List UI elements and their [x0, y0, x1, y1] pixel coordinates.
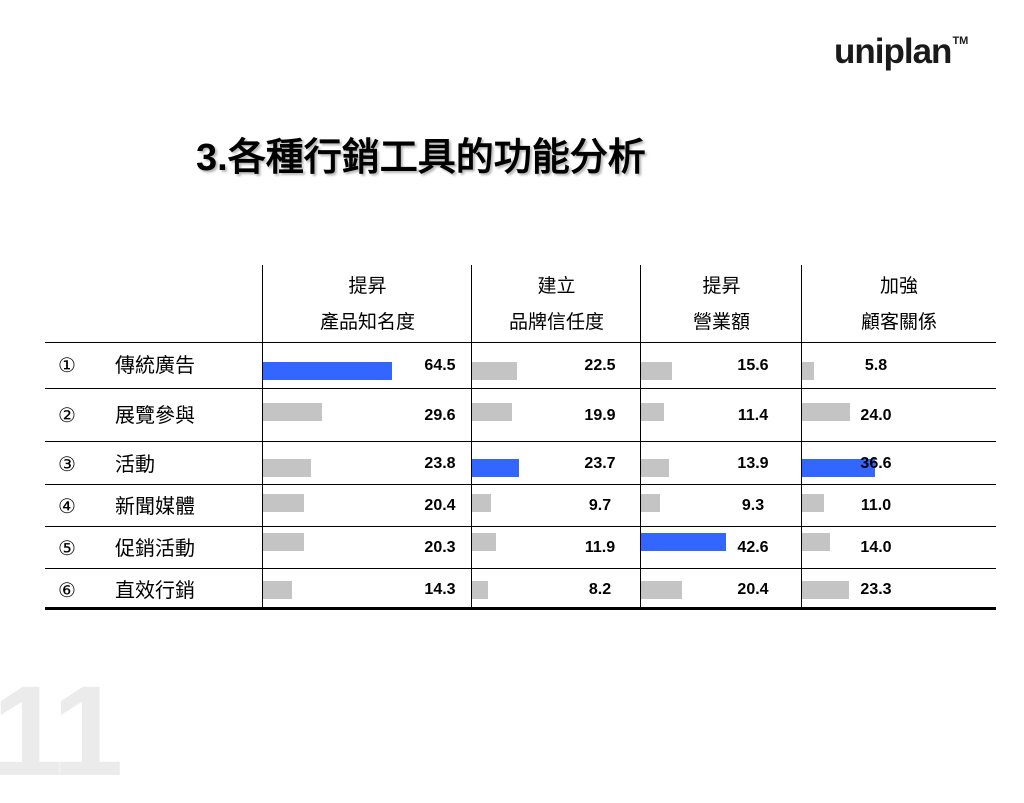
data-label: 42.6 — [737, 539, 769, 556]
page-number-watermark: 11 — [0, 660, 123, 803]
data-label: 13.9 — [737, 455, 769, 472]
data-bar — [472, 403, 512, 421]
data-label: 5.8 — [864, 357, 888, 374]
row-label: 活動 — [115, 452, 155, 476]
data-bar — [641, 362, 672, 380]
data-label: 9.3 — [741, 497, 765, 514]
data-bar — [802, 362, 814, 380]
column-header-line1: 提昇 — [348, 275, 387, 297]
data-bar — [472, 362, 517, 380]
data-label: 23.7 — [584, 455, 616, 472]
column-divider — [801, 265, 802, 608]
data-label: 19.9 — [584, 407, 616, 424]
column-header-line1: 提昇 — [702, 275, 741, 297]
row-label: 直效行銷 — [115, 578, 195, 602]
table-bottom-border — [45, 607, 996, 610]
data-label: 11.4 — [737, 407, 769, 424]
data-label: 15.6 — [737, 357, 769, 374]
row-label: 促銷活動 — [115, 536, 195, 560]
data-label: 9.7 — [588, 497, 612, 514]
column-header: 提昇 營業額 — [641, 268, 802, 340]
column-header: 提昇 產品知名度 — [263, 268, 472, 340]
data-label: 11.9 — [584, 539, 616, 556]
column-header: 建立 品牌信任度 — [472, 268, 641, 340]
title-text: 各種行銷工具的功能分析 — [227, 135, 646, 179]
column-divider — [262, 265, 263, 608]
row-number: ④ — [58, 494, 76, 518]
data-bar — [802, 533, 830, 551]
row-number: ① — [58, 353, 76, 377]
row-number: ⑥ — [58, 578, 76, 602]
data-label: 29.6 — [424, 407, 456, 424]
data-label: 20.4 — [737, 581, 769, 598]
row-number: ⑤ — [58, 536, 76, 560]
data-bar — [472, 533, 496, 551]
data-bar — [641, 403, 664, 421]
data-bar — [263, 362, 392, 380]
row-number: ③ — [58, 452, 76, 476]
row-divider — [45, 342, 996, 343]
row-label: 展覽參與 — [115, 403, 195, 427]
logo-text: uniplan — [834, 32, 952, 71]
uniplan-logo: uniplanTM — [834, 34, 968, 69]
row-label: 新聞媒體 — [115, 494, 195, 518]
data-label: 20.4 — [424, 497, 456, 514]
data-label: 22.5 — [584, 357, 616, 374]
data-label: 8.2 — [588, 581, 612, 598]
data-bar — [802, 459, 875, 477]
column-divider — [471, 265, 472, 608]
data-bar — [263, 533, 304, 551]
page-title: 3.各種行銷工具的功能分析 — [196, 138, 646, 177]
data-label: 20.3 — [424, 539, 456, 556]
data-label: 64.5 — [424, 357, 456, 374]
data-bar — [641, 494, 660, 512]
row-number: ② — [58, 403, 76, 427]
data-label: 14.0 — [860, 539, 892, 556]
row-label: 傳統廣告 — [115, 353, 195, 377]
data-label: 36.6 — [860, 455, 892, 472]
column-header-line2: 產品知名度 — [319, 311, 415, 333]
column-header-line1: 加強 — [879, 275, 918, 297]
column-header-line2: 品牌信任度 — [508, 311, 604, 333]
data-bar — [802, 403, 850, 421]
trademark-mark: TM — [952, 35, 969, 47]
row-divider — [45, 388, 996, 389]
data-bar — [263, 459, 311, 477]
column-header-line2: 營業額 — [692, 311, 750, 333]
data-label: 24.0 — [860, 407, 892, 424]
column-header-line1: 建立 — [537, 275, 576, 297]
row-divider — [45, 484, 996, 485]
data-bar — [641, 533, 726, 551]
data-label: 11.0 — [860, 497, 892, 514]
data-bar — [472, 494, 491, 512]
data-label: 23.8 — [424, 455, 456, 472]
data-bar — [263, 494, 304, 512]
data-bar — [472, 459, 519, 477]
data-bar — [263, 403, 322, 421]
row-divider — [45, 526, 996, 527]
data-bar — [802, 494, 824, 512]
data-bar — [641, 581, 682, 599]
column-header: 加強 顧客關係 — [802, 268, 996, 340]
data-bar — [802, 581, 849, 599]
data-label: 14.3 — [424, 581, 456, 598]
data-label: 23.3 — [860, 581, 892, 598]
row-divider — [45, 441, 996, 442]
data-bar — [263, 581, 292, 599]
row-divider — [45, 568, 996, 569]
data-bar — [472, 581, 488, 599]
data-bar — [641, 459, 669, 477]
column-header-line2: 顧客關係 — [860, 311, 937, 333]
title-number: 3. — [196, 137, 228, 179]
column-divider — [640, 265, 641, 608]
